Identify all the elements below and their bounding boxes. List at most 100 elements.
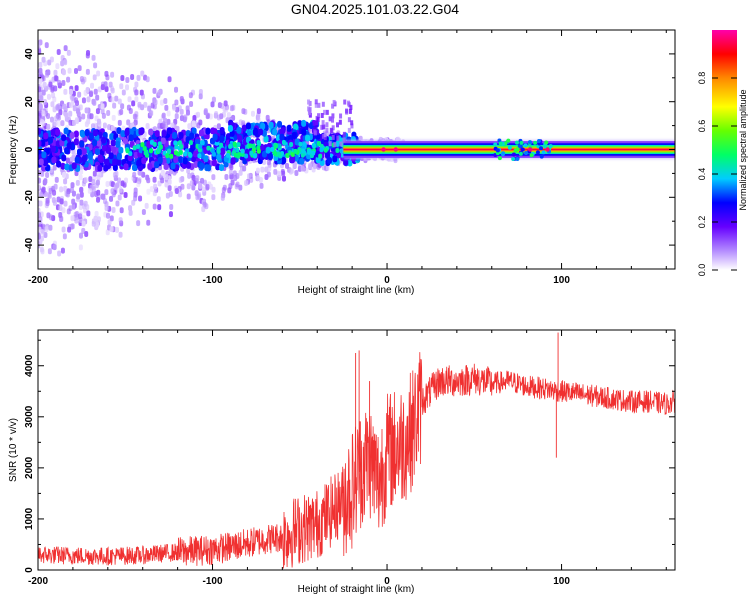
colorbar-tick-label: 0.2 — [697, 216, 707, 229]
heatmap-cell — [49, 214, 54, 221]
heatmap-cell — [167, 185, 172, 192]
heatmap-cell — [60, 162, 66, 170]
heatmap-cell — [71, 162, 77, 170]
y-tick-label: 1000 — [24, 507, 35, 530]
spectrogram-heatmap — [38, 39, 675, 257]
snr-panel: -200 -100 0 100 0 1000 2000 3000 4000 Height of… — [8, 329, 676, 595]
heatmap-cell — [247, 173, 252, 180]
colorbar-label: Normalized spectral amplitude — [738, 89, 748, 210]
heatmap-cell — [92, 139, 98, 147]
heatmap-cell — [182, 157, 188, 165]
heatmap-cell — [191, 120, 196, 127]
heatmap-cell — [43, 178, 48, 185]
heatmap-cell — [112, 164, 118, 172]
heatmap-cell — [49, 116, 54, 123]
heatmap-cell — [273, 168, 278, 175]
heatmap-cell — [331, 134, 335, 140]
heatmap-cell — [81, 155, 87, 163]
heatmap-cell — [86, 49, 91, 56]
heatmap-cell — [132, 145, 137, 151]
heatmap-cell — [121, 89, 126, 96]
heatmap-cell — [173, 140, 178, 146]
heatmap-cell — [517, 144, 522, 149]
heatmap-cell — [331, 125, 335, 131]
heatmap-cell — [116, 127, 122, 135]
heatmap-cell — [515, 147, 520, 152]
heatmap-cell — [39, 95, 44, 102]
heatmap-cell — [260, 122, 266, 130]
heatmap-cell — [63, 45, 68, 52]
heatmap-cell — [38, 158, 44, 166]
heatmap-cell — [524, 150, 529, 155]
heatmap-cell — [123, 163, 129, 171]
heatmap-cell — [173, 150, 178, 156]
heatmap-cell — [186, 193, 191, 200]
heatmap-cell — [118, 186, 123, 193]
heatmap-cell — [95, 94, 100, 101]
heatmap-cell — [128, 209, 133, 216]
heatmap-cell — [38, 140, 42, 148]
heatmap-cell — [148, 110, 153, 117]
heatmap-cell — [178, 176, 183, 183]
heatmap-cell — [223, 100, 228, 107]
heatmap-cell — [96, 196, 101, 203]
heatmap-cell — [314, 99, 318, 105]
heatmap-cell — [77, 91, 82, 98]
heatmap-cell — [53, 69, 58, 76]
heatmap-cell — [40, 248, 45, 255]
heatmap-cell — [109, 133, 115, 141]
heatmap-cell — [74, 117, 79, 124]
heatmap-cell — [111, 146, 117, 154]
heatmap-cell — [157, 156, 163, 164]
heatmap-cell — [548, 144, 553, 149]
heatmap-cell — [94, 190, 99, 197]
heatmap-cell — [272, 150, 277, 156]
heatmap-cell — [115, 226, 120, 233]
heatmap-cell — [83, 89, 88, 96]
heatmap-cell — [270, 146, 275, 152]
heatmap-cell — [108, 81, 113, 88]
heatmap-cell — [160, 177, 165, 184]
heatmap-cell — [41, 151, 47, 159]
heatmap-cell — [241, 108, 246, 115]
heatmap-cell — [78, 244, 83, 251]
heatmap-cell — [63, 59, 68, 66]
heatmap-cell — [316, 140, 321, 146]
heatmap-cell — [38, 211, 42, 218]
heatmap-cell — [149, 185, 154, 192]
heatmap-cell — [120, 74, 125, 81]
heatmap-cell — [323, 147, 328, 153]
heatmap-cell — [136, 181, 141, 188]
heatmap-cell — [163, 162, 169, 170]
heatmap-cell — [322, 124, 326, 130]
heatmap-cell — [40, 119, 45, 126]
heatmap-cell — [73, 130, 79, 138]
heatmap-cell — [321, 120, 325, 126]
heatmap-cell — [290, 167, 295, 174]
heatmap-cell — [248, 143, 253, 149]
heatmap-cell — [268, 121, 274, 129]
heatmap-cell — [497, 156, 502, 161]
heatmap-cell — [94, 210, 99, 217]
heatmap-cell — [84, 107, 89, 114]
heatmap-cell — [292, 162, 297, 169]
heatmap-cell — [145, 123, 150, 130]
heatmap-cell — [46, 69, 51, 76]
heatmap-cell — [61, 154, 67, 162]
heatmap-cell — [216, 114, 221, 121]
heatmap-cell — [224, 106, 229, 113]
heatmap-cell — [237, 134, 243, 142]
heatmap-cell — [61, 69, 66, 76]
heatmap-cell — [142, 146, 147, 152]
heatmap-cell — [238, 161, 243, 168]
heatmap-cell — [86, 118, 91, 125]
heatmap-cell — [301, 119, 307, 127]
heatmap-cell — [536, 139, 541, 144]
heatmap-cell — [177, 140, 182, 146]
heatmap-cell — [289, 141, 294, 147]
heatmap-cell — [493, 142, 498, 147]
x-tick-label: -200 — [28, 576, 48, 587]
heatmap-cell — [52, 189, 57, 196]
heatmap-cell — [81, 227, 86, 234]
heatmap-cell — [299, 157, 305, 165]
